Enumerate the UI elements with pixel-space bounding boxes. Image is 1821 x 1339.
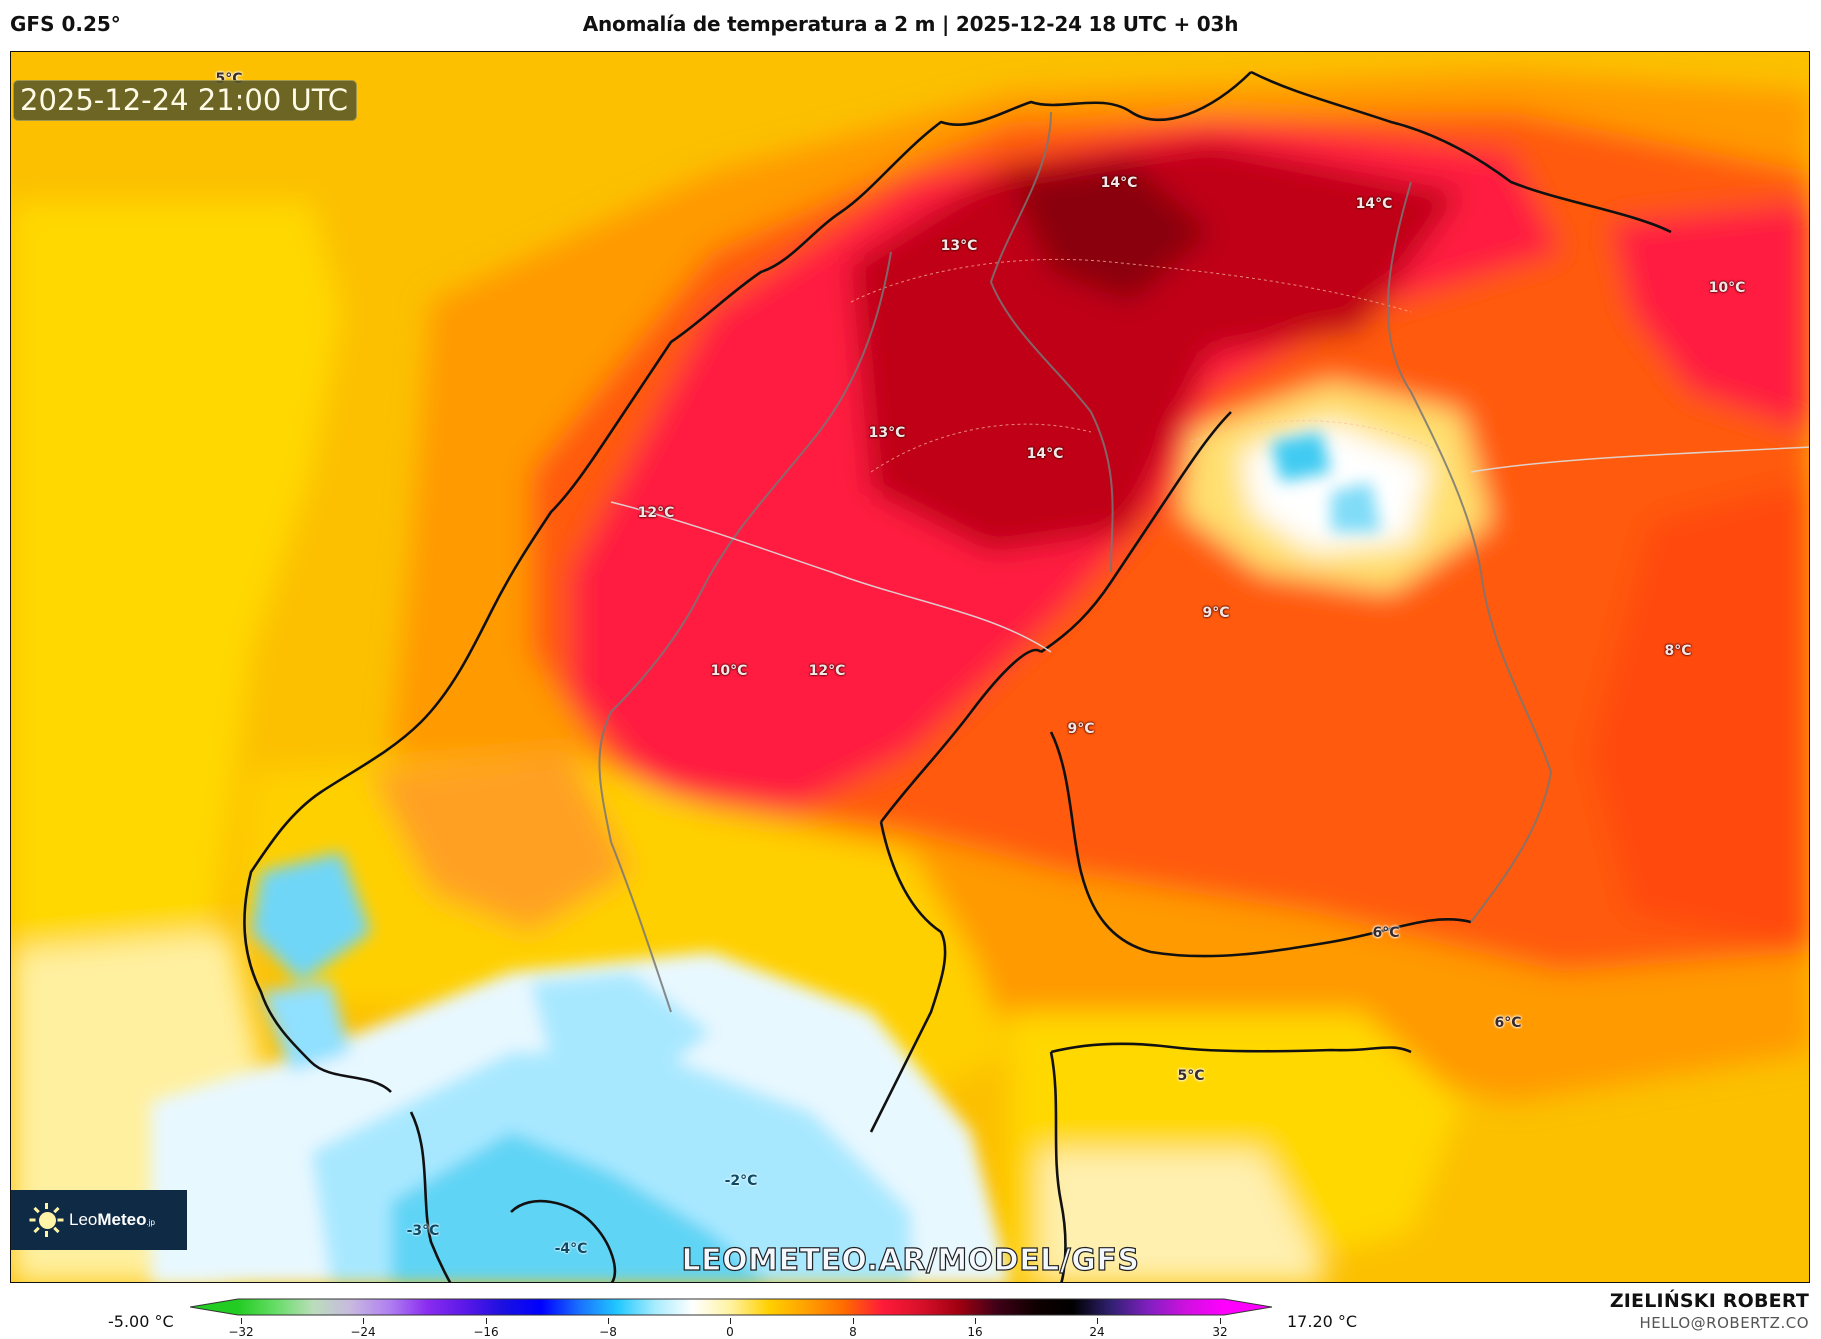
isotherm-label: 9°C (1067, 721, 1095, 737)
colorbar (190, 1298, 1272, 1316)
isotherm-label: 5°C (1177, 1068, 1205, 1084)
isotherm-label: 14°C (1026, 446, 1064, 462)
isotherm-label: -2°C (724, 1173, 758, 1189)
isotherm-label: 6°C (1372, 925, 1400, 941)
colorbar-tick (1220, 1318, 1221, 1324)
colorbar-tick (608, 1318, 609, 1324)
colorbar-tick (241, 1318, 242, 1324)
isotherm-label: 8°C (1664, 643, 1692, 659)
colorbar-tick-label: −8 (599, 1325, 617, 1339)
colorbar-tick (363, 1318, 364, 1324)
isotherm-label: 9°C (1202, 605, 1230, 621)
colorbar-tick (975, 1318, 976, 1324)
isotherm-label: -4°C (554, 1241, 588, 1257)
temperature-anomaly-map[interactable]: 2025-12-24 21:00 UTC 5°C 14°C 14°C 13°C 10°C… (10, 51, 1810, 1283)
website-watermark: LEOMETEO.AR/MODEL/GFS (681, 1242, 1140, 1278)
isotherm-label: 6°C (1494, 1015, 1522, 1031)
colorbar-tick-label: 32 (1212, 1325, 1228, 1339)
colorbar-tick-label: 24 (1089, 1325, 1105, 1339)
colorbar-tick (1097, 1318, 1098, 1324)
leometeo-logo[interactable]: LeoMeteo.jp (11, 1190, 187, 1250)
colorbar-tick-label: 0 (726, 1325, 734, 1339)
isotherm-label: 12°C (808, 663, 846, 679)
colorbar-tick-label: −16 (473, 1325, 499, 1339)
colorbar-min-label: -5.00 °C (108, 1312, 174, 1331)
author-name: ZIELIŃSKI ROBERT (1609, 1290, 1809, 1312)
isotherm-label: 14°C (1100, 175, 1138, 191)
isotherm-label: 13°C (940, 238, 978, 254)
colorbar-tick (730, 1318, 731, 1324)
isotherm-label: 13°C (868, 425, 906, 441)
isotherm-label: 10°C (710, 663, 748, 679)
author-email[interactable]: HELLO@ROBERTZ.CO (1639, 1314, 1809, 1332)
colorbar-tick-label: −24 (350, 1325, 376, 1339)
isotherm-label: 12°C (637, 505, 675, 521)
colorbar-tick-label: 8 (849, 1325, 857, 1339)
colorbar-tick (486, 1318, 487, 1324)
isotherm-label: 14°C (1355, 196, 1393, 212)
colorbar-max-label: 17.20 °C (1287, 1312, 1358, 1331)
colorbar-tick-label: −32 (228, 1325, 254, 1339)
anomaly-field (11, 52, 1809, 1282)
logo-text: LeoMeteo.jp (69, 1210, 155, 1229)
colorbar-tick (853, 1318, 854, 1324)
valid-time-badge: 2025-12-24 21:00 UTC (13, 80, 358, 121)
isotherm-label: 10°C (1708, 280, 1746, 296)
sun-icon (29, 1202, 65, 1238)
chart-title: Anomalía de temperatura a 2 m | 2025-12-… (582, 12, 1239, 36)
isotherm-label: -3°C (406, 1223, 440, 1239)
colorbar-tick-label: 16 (967, 1325, 983, 1339)
model-label: GFS 0.25° (10, 12, 121, 36)
